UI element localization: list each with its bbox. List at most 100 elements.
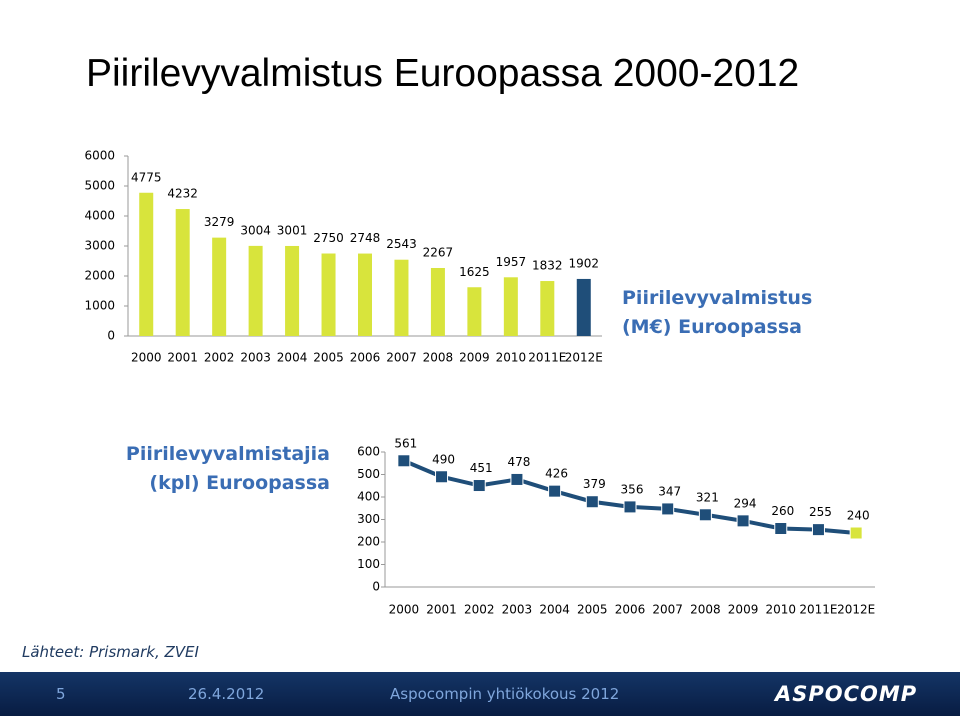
bar — [139, 192, 154, 336]
page-number: 5 — [56, 685, 66, 703]
data-label: 451 — [470, 461, 493, 475]
chart-title: Piirilevyvalmistus (M€) Euroopassa — [622, 287, 813, 338]
marker — [397, 454, 411, 468]
x-tick-label: 2000 — [131, 351, 162, 365]
data-label: 294 — [734, 496, 757, 510]
marker — [548, 484, 562, 498]
x-tick-label: 2000 — [389, 603, 420, 617]
data-label: 260 — [771, 504, 794, 518]
logo: ASPOCOMP — [775, 682, 918, 706]
data-label: 2543 — [386, 237, 417, 251]
bar — [212, 237, 227, 336]
y-tick-label: 400 — [357, 490, 380, 504]
x-tick-label: 2011E — [799, 603, 837, 617]
x-tick-label: 2003 — [502, 603, 533, 617]
bar — [430, 267, 445, 336]
y-tick-label: 300 — [357, 512, 380, 526]
x-tick-label: 2006 — [615, 603, 646, 617]
marker — [736, 514, 750, 528]
data-label: 379 — [583, 477, 606, 491]
marker — [472, 479, 486, 493]
x-tick-label: 2005 — [577, 603, 608, 617]
data-label: 255 — [809, 505, 832, 519]
marker — [435, 470, 449, 484]
x-tick-label: 2004 — [539, 603, 570, 617]
y-tick-label: 100 — [357, 557, 380, 571]
y-tick-label: 1000 — [84, 299, 115, 313]
bar — [321, 253, 336, 336]
y-tick-label: 5000 — [84, 179, 115, 193]
data-label: 347 — [658, 484, 681, 498]
bar — [285, 245, 300, 336]
bar — [576, 278, 591, 336]
y-tick-label: 0 — [372, 580, 380, 594]
y-tick-label: 500 — [357, 467, 380, 481]
chart-title: Piirilevyvalmistajia (kpl) Euroopassa — [125, 443, 330, 494]
marker — [849, 526, 863, 540]
data-label: 4232 — [167, 187, 198, 201]
bar — [248, 245, 263, 336]
bar — [394, 259, 409, 336]
marker — [623, 500, 637, 514]
marker — [510, 472, 524, 486]
footer-event: Aspocompin yhtiökokous 2012 — [390, 685, 620, 703]
x-tick-label: 2012E — [837, 603, 875, 617]
x-tick-label: 2004 — [277, 351, 308, 365]
data-label: 2267 — [423, 245, 454, 259]
slide-title: Piirilevyvalmistus Euroopassa 2000-2012 — [86, 52, 800, 95]
x-tick-label: 2008 — [423, 351, 454, 365]
y-tick-label: 6000 — [84, 149, 115, 163]
data-label: 490 — [432, 452, 455, 466]
data-label: 1625 — [459, 265, 490, 279]
x-tick-label: 2007 — [386, 351, 417, 365]
x-tick-label: 2008 — [690, 603, 721, 617]
data-label: 3001 — [277, 223, 308, 237]
marker — [661, 502, 675, 516]
data-label: 3004 — [240, 223, 271, 237]
data-label: 2750 — [313, 231, 344, 245]
footer-bar — [0, 672, 960, 716]
data-label: 321 — [696, 490, 719, 504]
bar — [358, 253, 372, 336]
marker — [585, 495, 599, 509]
data-label: 478 — [507, 455, 530, 469]
marker — [811, 523, 825, 537]
footer-date: 26.4.2012 — [188, 685, 265, 703]
data-label: 240 — [847, 509, 870, 523]
x-tick-label: 2009 — [728, 603, 759, 617]
y-tick-label: 2000 — [84, 269, 115, 283]
x-tick-label: 2009 — [459, 351, 490, 365]
marker — [698, 508, 712, 522]
data-label: 1957 — [496, 255, 527, 269]
x-tick-label: 2001 — [426, 603, 457, 617]
bar — [503, 277, 518, 336]
data-label: 1832 — [532, 259, 563, 273]
x-tick-label: 2007 — [652, 603, 683, 617]
x-tick-label: 2012E — [565, 351, 603, 365]
source: Lähteet: Prismark, ZVEI — [22, 643, 199, 661]
data-label: 3279 — [204, 215, 235, 229]
x-tick-label: 2011E — [528, 351, 566, 365]
y-tick-label: 600 — [357, 445, 380, 459]
x-tick-label: 2005 — [313, 351, 344, 365]
x-tick-label: 2002 — [464, 603, 495, 617]
data-label: 2748 — [350, 231, 381, 245]
data-label: 561 — [394, 436, 417, 450]
x-tick-label: 2001 — [167, 351, 198, 365]
x-tick-label: 2006 — [350, 351, 381, 365]
y-tick-label: 3000 — [84, 239, 115, 253]
marker — [774, 522, 788, 535]
bar — [467, 287, 482, 336]
y-tick-label: 0 — [107, 329, 115, 343]
bar — [540, 281, 555, 336]
data-label: 4775 — [131, 170, 162, 184]
data-label: 1902 — [568, 256, 599, 270]
y-tick-label: 200 — [357, 535, 380, 549]
x-tick-label: 2003 — [240, 351, 271, 365]
x-tick-label: 2010 — [496, 351, 527, 365]
data-label: 356 — [621, 482, 644, 496]
bar — [175, 209, 190, 336]
data-label: 426 — [545, 467, 568, 481]
